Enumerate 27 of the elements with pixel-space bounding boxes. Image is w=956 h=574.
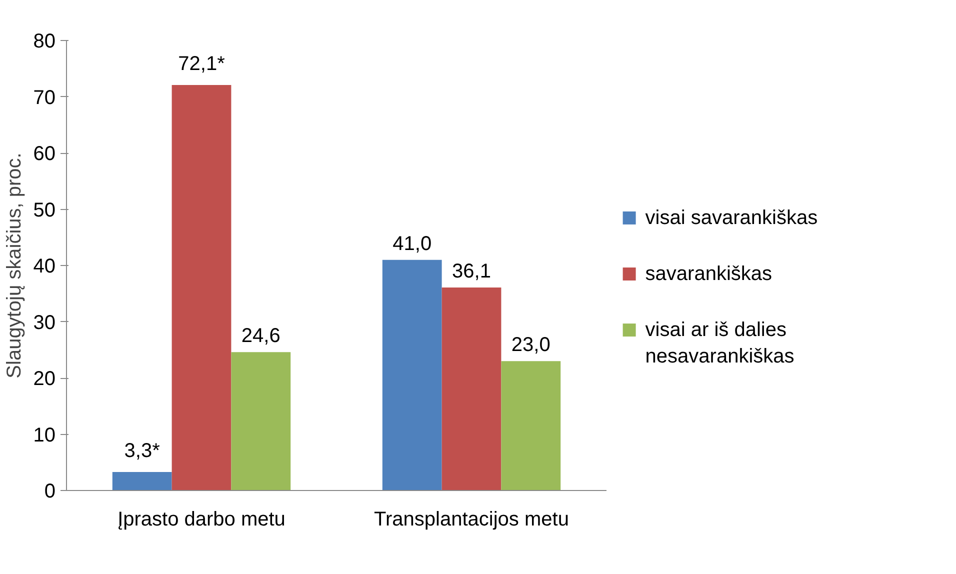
- data-label: 24,6: [241, 325, 280, 348]
- y-tick-label: 70: [33, 86, 56, 109]
- y-tick-label: 10: [33, 424, 56, 446]
- y-tick-label: 80: [33, 30, 56, 52]
- bar: [501, 361, 561, 490]
- data-label: 72,1*: [178, 52, 226, 75]
- data-label: 36,1: [452, 260, 491, 282]
- y-tick-label: 0: [44, 480, 56, 502]
- data-label: 3,3*: [124, 440, 160, 462]
- y-axis-title: Slaugytojų skaičius, proc.: [3, 152, 26, 378]
- legend-label: savarankiškas: [645, 263, 772, 285]
- x-tick-label: Transplantacijos metu: [374, 508, 569, 530]
- y-tick-label: 40: [33, 256, 56, 278]
- x-tick-label: Įprasto darbo metu: [118, 508, 286, 530]
- bar: [112, 472, 172, 490]
- bar: [382, 260, 442, 490]
- legend-label: visai ar iš dalies nesavarankiškas: [645, 319, 794, 368]
- y-tick-label: 50: [33, 199, 56, 222]
- data-label: 23,0: [511, 334, 550, 356]
- bar: [172, 84, 232, 490]
- bar: [231, 352, 291, 490]
- y-tick-label: 60: [33, 143, 56, 165]
- y-tick-label: 20: [33, 368, 56, 390]
- data-label: 41,0: [392, 232, 432, 255]
- legend-label: visai savarankiškas: [645, 206, 818, 229]
- bar: [442, 287, 502, 490]
- y-tick-label: 30: [33, 312, 56, 334]
